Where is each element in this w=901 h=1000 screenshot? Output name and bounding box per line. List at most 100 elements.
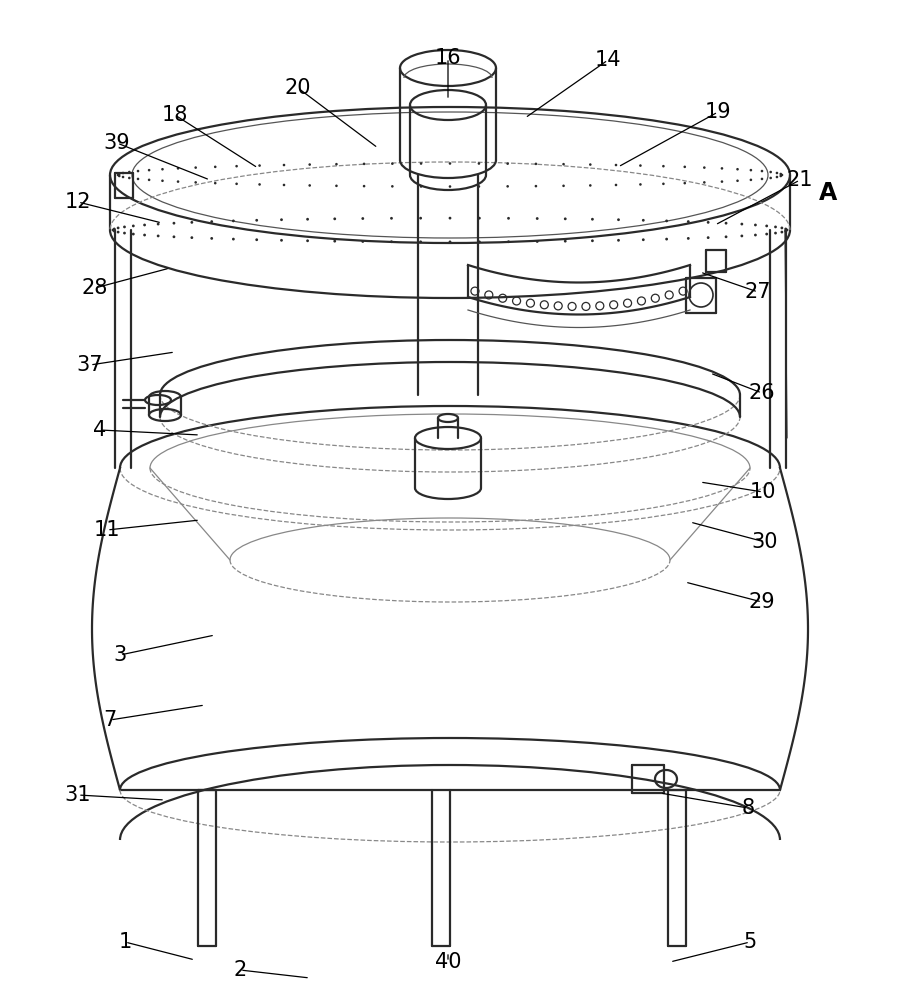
Circle shape — [157, 235, 159, 237]
Circle shape — [687, 237, 689, 240]
Circle shape — [684, 166, 686, 168]
Text: 18: 18 — [162, 105, 188, 125]
Circle shape — [113, 230, 115, 232]
Text: 3: 3 — [114, 645, 127, 665]
Circle shape — [235, 165, 238, 167]
Circle shape — [308, 184, 311, 187]
Circle shape — [137, 178, 140, 180]
Circle shape — [754, 224, 757, 226]
Circle shape — [639, 164, 642, 167]
Text: 26: 26 — [749, 383, 776, 403]
Text: 37: 37 — [77, 355, 104, 375]
Circle shape — [507, 240, 510, 243]
Circle shape — [361, 217, 364, 220]
Circle shape — [780, 231, 783, 233]
Circle shape — [117, 227, 120, 229]
Circle shape — [123, 226, 126, 228]
Circle shape — [662, 165, 665, 167]
Circle shape — [617, 239, 620, 242]
Circle shape — [363, 163, 366, 165]
Circle shape — [148, 169, 150, 171]
Circle shape — [750, 169, 752, 171]
Circle shape — [642, 238, 645, 241]
Circle shape — [769, 171, 772, 173]
Circle shape — [122, 172, 124, 174]
Circle shape — [769, 177, 772, 179]
Circle shape — [564, 217, 567, 220]
Circle shape — [235, 183, 238, 185]
Circle shape — [754, 234, 757, 236]
Text: 20: 20 — [285, 78, 311, 98]
Circle shape — [112, 229, 114, 231]
Text: 4: 4 — [94, 420, 106, 440]
Circle shape — [390, 217, 393, 220]
Circle shape — [765, 233, 768, 235]
Circle shape — [195, 166, 197, 169]
Circle shape — [706, 221, 710, 224]
Circle shape — [157, 223, 159, 225]
Circle shape — [128, 171, 131, 173]
Circle shape — [335, 185, 338, 187]
Circle shape — [534, 185, 537, 187]
Text: 29: 29 — [749, 592, 776, 612]
Circle shape — [232, 219, 235, 222]
Circle shape — [639, 183, 642, 186]
Text: 8: 8 — [742, 798, 754, 818]
Circle shape — [391, 162, 394, 165]
Text: 39: 39 — [104, 133, 131, 153]
Circle shape — [148, 179, 150, 181]
Circle shape — [449, 185, 451, 188]
Circle shape — [363, 185, 366, 187]
Circle shape — [703, 166, 705, 169]
Circle shape — [776, 172, 778, 174]
Circle shape — [591, 239, 594, 242]
Circle shape — [617, 218, 620, 221]
Circle shape — [161, 179, 164, 182]
Text: 40: 40 — [435, 952, 461, 972]
Circle shape — [760, 178, 763, 180]
Circle shape — [741, 223, 743, 225]
Circle shape — [449, 217, 451, 220]
Text: 11: 11 — [94, 520, 120, 540]
Circle shape — [536, 240, 539, 243]
Circle shape — [765, 225, 768, 227]
Text: 21: 21 — [787, 170, 814, 190]
Text: 31: 31 — [65, 785, 91, 805]
Circle shape — [118, 175, 121, 177]
Text: A: A — [819, 181, 837, 205]
Text: 27: 27 — [745, 282, 771, 302]
Circle shape — [232, 238, 235, 241]
Circle shape — [361, 240, 364, 243]
Circle shape — [308, 163, 311, 166]
Circle shape — [449, 162, 451, 165]
Circle shape — [190, 221, 193, 224]
Circle shape — [721, 167, 724, 170]
Circle shape — [420, 185, 423, 188]
Circle shape — [642, 219, 645, 222]
Circle shape — [449, 240, 451, 243]
Circle shape — [195, 181, 197, 184]
Circle shape — [306, 218, 309, 221]
Text: 7: 7 — [104, 710, 116, 730]
Circle shape — [137, 170, 140, 172]
Circle shape — [118, 173, 121, 175]
Circle shape — [774, 232, 777, 234]
Circle shape — [259, 164, 261, 167]
Circle shape — [478, 162, 480, 165]
Circle shape — [280, 218, 283, 221]
Circle shape — [210, 220, 214, 223]
Text: 14: 14 — [595, 50, 622, 70]
Circle shape — [420, 162, 423, 165]
Circle shape — [665, 238, 668, 241]
Circle shape — [306, 239, 309, 242]
Circle shape — [117, 231, 120, 233]
Circle shape — [741, 235, 743, 237]
Text: 30: 30 — [751, 532, 778, 552]
Circle shape — [614, 164, 617, 166]
Text: 12: 12 — [65, 192, 91, 212]
Circle shape — [536, 217, 539, 220]
Text: 10: 10 — [750, 482, 777, 502]
Circle shape — [591, 218, 594, 221]
Text: 2: 2 — [233, 960, 247, 980]
Circle shape — [122, 176, 124, 178]
